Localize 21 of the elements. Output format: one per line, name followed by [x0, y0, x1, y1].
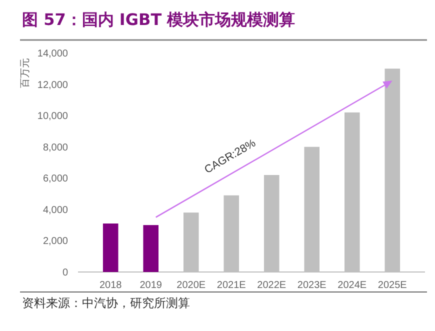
y-tick-label: 10,000: [37, 111, 68, 122]
y-tick-label: 14,000: [37, 48, 68, 60]
chart-title: 图 57：国内 IGBT 模块市场规模测算: [22, 10, 296, 29]
y-tick-label: 12,000: [37, 80, 68, 91]
bar: [102, 224, 118, 272]
x-tick-label: 2025E: [378, 280, 408, 291]
x-tick-label: 2020E: [176, 280, 206, 291]
x-tick-label: 2019: [140, 280, 162, 291]
bar: [143, 225, 159, 272]
y-tick-label: 8,000: [42, 142, 68, 154]
y-axis-title: 百万元: [20, 58, 31, 88]
y-tick-label: 6,000: [42, 174, 68, 185]
y-tick-label: 2,000: [42, 236, 68, 248]
x-tick-label: 2022E: [257, 280, 286, 291]
x-tick-label: 2018: [99, 280, 122, 291]
x-tick-label: 2021E: [216, 280, 246, 291]
y-tick-label: 4,000: [42, 204, 68, 216]
y-tick-label: 0: [62, 268, 68, 278]
x-tick-label: 2024E: [338, 280, 367, 291]
x-tick-label: 2023E: [297, 280, 327, 291]
text: 资料来源：中汽协，研究所测算: [22, 296, 190, 310]
